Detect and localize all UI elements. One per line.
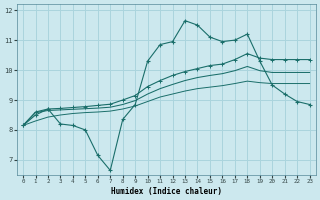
X-axis label: Humidex (Indice chaleur): Humidex (Indice chaleur)	[111, 187, 222, 196]
